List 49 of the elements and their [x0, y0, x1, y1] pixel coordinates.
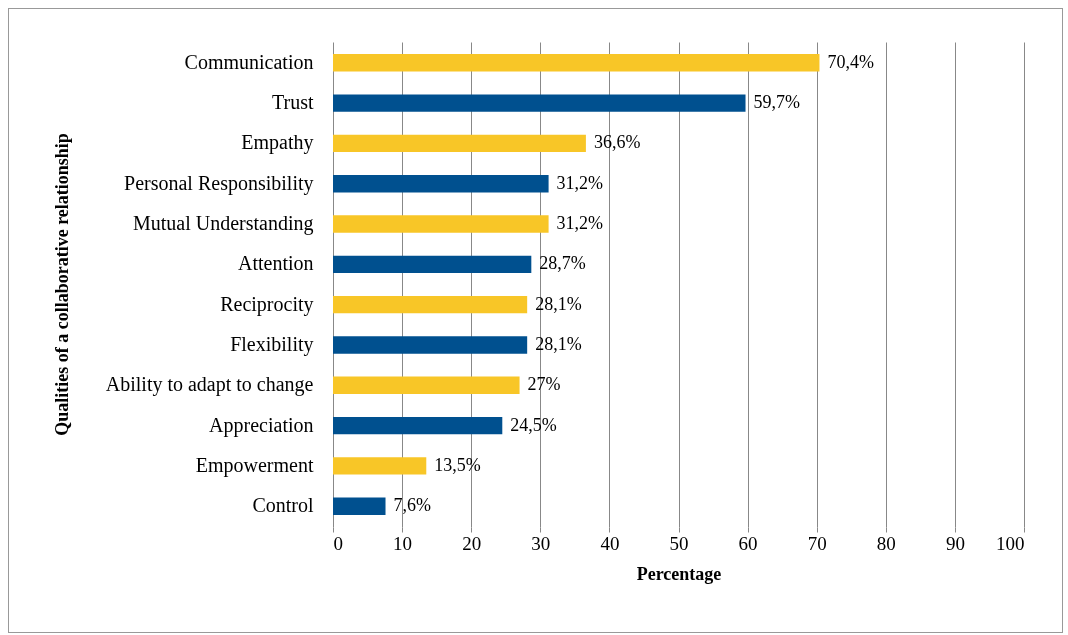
- data-label: 24,5%: [510, 414, 557, 435]
- x-tick-label: 60: [738, 532, 758, 554]
- bar: [333, 134, 586, 153]
- y-tick-label: Attention: [237, 252, 314, 275]
- x-tick-label: 20: [462, 532, 482, 554]
- y-tick-label: Trust: [271, 91, 314, 114]
- x-tick-label: 0: [333, 532, 343, 554]
- bar: [333, 295, 528, 314]
- bar: [333, 175, 549, 193]
- x-axis-title: Percentage: [636, 563, 722, 584]
- x-tick-label: 50: [669, 532, 689, 554]
- bar: [333, 497, 386, 515]
- data-label: 13,5%: [434, 454, 481, 475]
- y-axis-title: Qualities of a collaborative relationship: [51, 133, 72, 436]
- y-tick-label: Appreciation: [209, 413, 314, 437]
- data-label: 7,6%: [393, 495, 432, 516]
- bar: [333, 457, 427, 475]
- x-tick-label: 30: [531, 532, 551, 554]
- data-label: 59,7%: [753, 92, 801, 113]
- x-tick-label: 70: [807, 532, 827, 554]
- x-tick-label: 80: [876, 532, 896, 554]
- x-tick-label: 40: [600, 532, 620, 554]
- data-label: 70,4%: [827, 51, 874, 72]
- bar: [333, 215, 549, 233]
- bar: [333, 336, 528, 354]
- bar: [333, 376, 520, 394]
- y-tick-label: Personal Responsibility: [124, 171, 314, 195]
- y-tick-label: Mutual Understanding: [132, 212, 314, 236]
- bar: [333, 416, 503, 435]
- data-label: 36,6%: [593, 132, 641, 153]
- x-tick-label: 10: [393, 532, 413, 554]
- y-tick-label: Flexibility: [230, 332, 314, 356]
- data-label: 28,1%: [535, 333, 582, 354]
- y-tick-label: Empathy: [241, 131, 314, 155]
- data-label: 31,2%: [556, 172, 604, 193]
- data-label: 31,2%: [556, 213, 604, 234]
- y-tick-label: Ability to adapt to change: [105, 373, 314, 397]
- data-label: 28,7%: [539, 253, 586, 274]
- bar: [333, 54, 820, 72]
- x-tick-label: 100: [996, 532, 1025, 554]
- y-tick-label: Control: [252, 494, 314, 517]
- y-tick-label: Communication: [184, 50, 314, 73]
- bar: [333, 94, 746, 112]
- x-tick-label: 90: [945, 532, 965, 554]
- bar: [333, 255, 532, 274]
- data-label: 28,1%: [535, 293, 582, 314]
- y-tick-label: Reciprocity: [220, 292, 314, 316]
- data-label: 27%: [527, 374, 561, 395]
- y-tick-label: Empowerment: [195, 453, 314, 477]
